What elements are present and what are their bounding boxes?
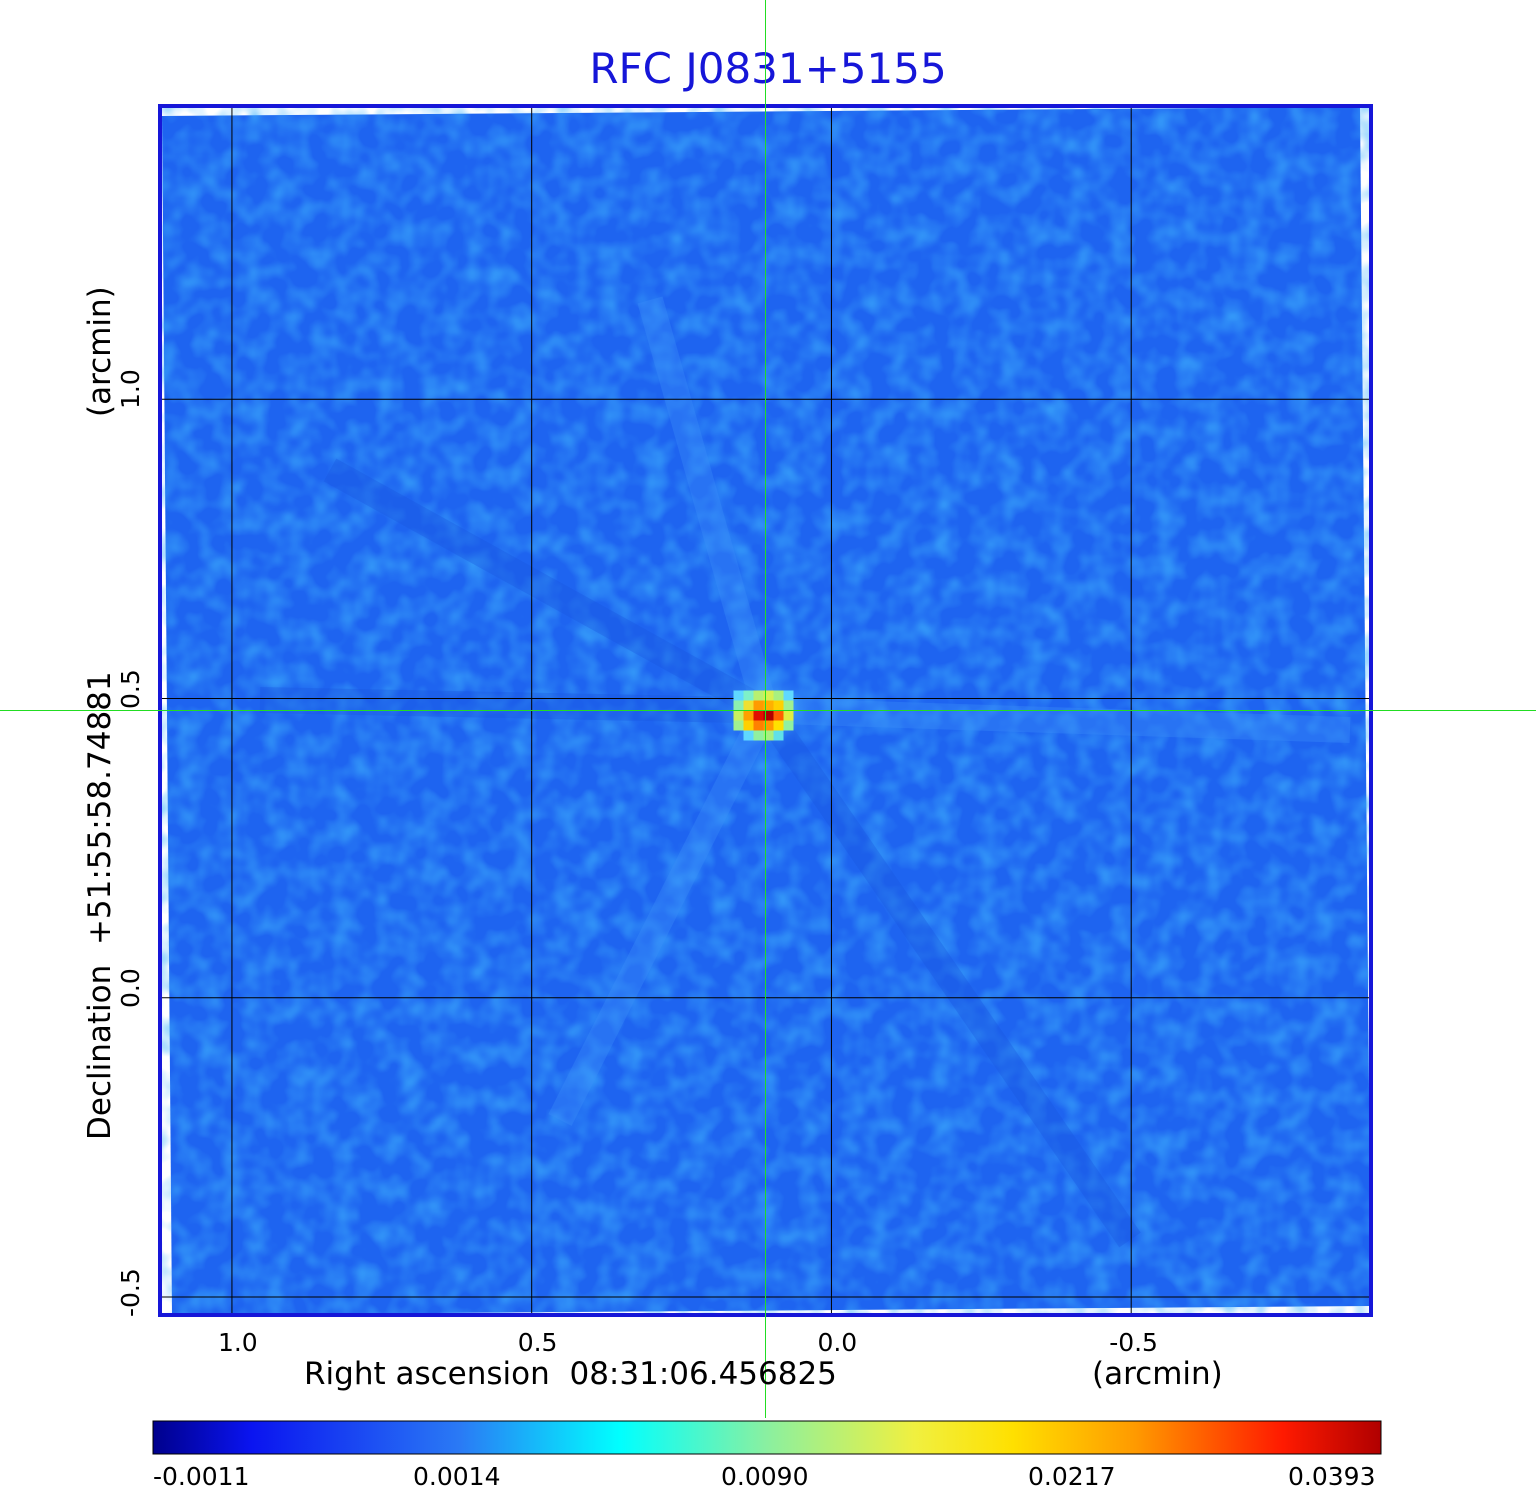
source-peak [733, 690, 794, 741]
peak-pixel [773, 690, 784, 701]
peak-pixel [753, 690, 764, 701]
peak-pixel [763, 720, 774, 731]
peak-pixel [763, 690, 774, 701]
peak-pixel [773, 720, 784, 731]
peak-pixel [783, 710, 794, 721]
sidelobe-streak [637, 296, 779, 715]
peak-pixel [743, 720, 754, 731]
colorbar [152, 1420, 1382, 1455]
sidelobe-streak [765, 697, 1351, 743]
colorbar-tick-label: 0.0217 [1028, 1462, 1116, 1491]
peak-pixel [763, 700, 774, 711]
peak-pixel [753, 710, 764, 721]
x-axis-unit: (arcmin) [1092, 1356, 1223, 1392]
y-tick-label: 0.0 [116, 968, 145, 1008]
peak-pixel [783, 700, 794, 711]
peak-pixel [733, 720, 744, 731]
colorbar-tick-label: 0.0090 [721, 1462, 809, 1491]
peak-pixel [753, 700, 764, 711]
x-axis-label: Right ascension 08:31:06.456825 [304, 1356, 837, 1392]
peak-pixel [733, 700, 744, 711]
x-tick-label: 0.5 [517, 1328, 558, 1357]
y-tick-label: 0.5 [116, 668, 145, 709]
peak-pixel [743, 700, 754, 711]
peak-pixel [753, 720, 764, 731]
peak-pixel [783, 720, 794, 731]
colorbar-tick-label: 0.0014 [413, 1462, 501, 1491]
peak-pixel [733, 710, 744, 721]
y-axis-unit: (arcmin) [82, 286, 118, 417]
peak-pixel [763, 710, 774, 721]
peak-pixel [783, 690, 794, 701]
colorbar-tick-label: -0.0011 [153, 1462, 250, 1491]
crosshair [0, 0, 1536, 1418]
peak-pixel [773, 710, 784, 721]
peak-pixel [773, 700, 784, 711]
peak-pixel [753, 730, 764, 741]
sidelobe-streak [754, 703, 1141, 1248]
peak-pixel [773, 730, 784, 741]
x-tick-label: -0.5 [1109, 1328, 1158, 1357]
x-tick-label: 1.0 [217, 1328, 258, 1357]
sidelobe-streak [259, 687, 766, 724]
sidelobe-streak [323, 458, 772, 722]
peak-pixel [763, 730, 774, 741]
peak-pixel [733, 690, 744, 701]
y-tick-label: 1.0 [116, 369, 145, 410]
sidelobe-streak [548, 704, 778, 1126]
y-axis-label: Declination +51:55:58.74881 [82, 671, 118, 1140]
peak-pixel [743, 730, 754, 741]
colorbar-tick-label: 0.0393 [1288, 1462, 1376, 1491]
peak-pixel [743, 710, 754, 721]
x-tick-label: 0.0 [817, 1328, 858, 1357]
chart-title: RFC J0831+5155 [589, 44, 947, 93]
peak-pixel [743, 690, 754, 701]
y-tick-label: -0.5 [116, 1268, 145, 1318]
